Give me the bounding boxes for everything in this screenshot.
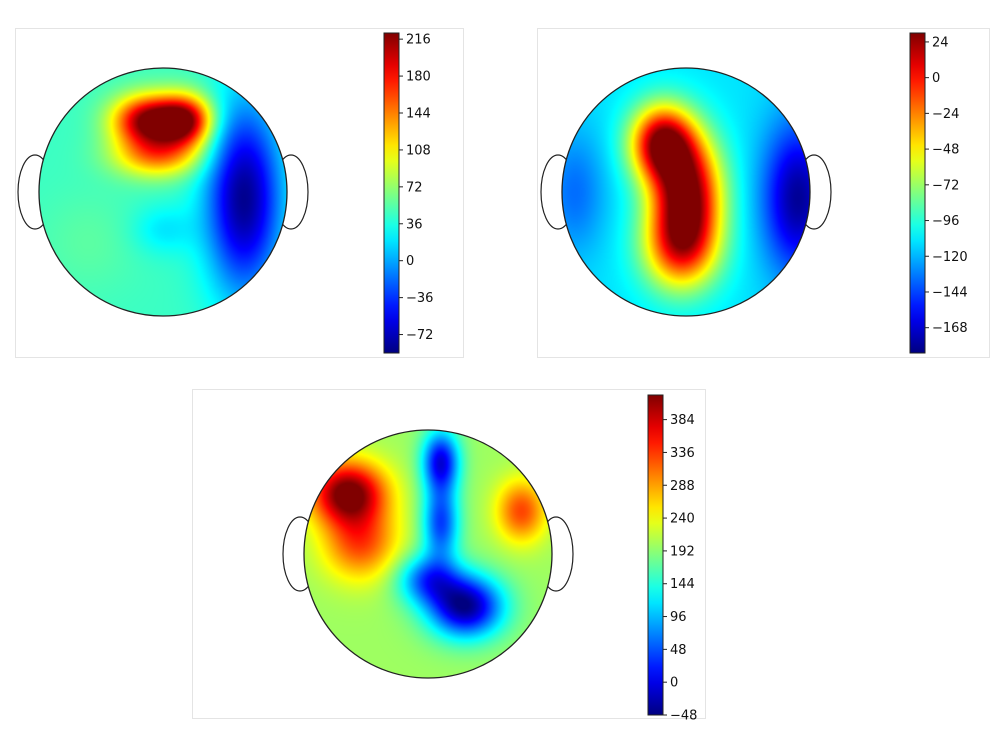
head-outline [38, 67, 288, 317]
colorbar-tick-label: −48 [670, 709, 697, 724]
colorbar [383, 32, 400, 354]
colorbar-tick-label: 24 [932, 35, 949, 50]
scalp-heatmap [39, 68, 287, 316]
colorbar-tick-label: 0 [670, 676, 678, 691]
scalp-heatmap [562, 68, 810, 316]
colorbar-tick-label: −72 [406, 328, 433, 343]
colorbar-tick-label: −96 [932, 214, 959, 229]
colorbar-tick-label: −24 [932, 107, 959, 122]
colorbar-tick-label: 36 [406, 217, 423, 232]
head-outline [303, 429, 553, 679]
colorbar-tick-label: 108 [406, 143, 431, 158]
topomap-panel-2: 24 0 −24 −48 −72 −96 −120 −144 −168 [537, 28, 990, 358]
colorbar-tick-label: −72 [932, 178, 959, 193]
colorbar-tick-label: 240 [670, 512, 695, 527]
head-outline [561, 67, 811, 317]
colorbar-tick-label: −48 [932, 143, 959, 158]
topomap-chart-2: 24 0 −24 −48 −72 −96 −120 −144 −168 [540, 32, 968, 354]
topomap-chart-1: 216 180 144 108 72 36 0 −36 −72 [17, 32, 433, 354]
colorbar-tick-label: 288 [670, 479, 695, 494]
topomap-chart-3: 384 336 288 240 192 144 96 48 0 −48 [282, 394, 697, 724]
colorbar-tick-label: −36 [406, 291, 433, 306]
colorbar-tick-label: 144 [670, 577, 695, 592]
colorbar-tick-label: 0 [406, 254, 414, 269]
colorbar [909, 32, 926, 354]
colorbar-tick-label: 180 [406, 70, 431, 85]
colorbar-tick-label: 192 [670, 544, 695, 559]
colorbar-tick-label: −168 [932, 321, 968, 336]
topomap-panel-3: 384 336 288 240 192 144 96 48 0 −48 [192, 389, 706, 724]
topomap-panel-1: 216 180 144 108 72 36 0 −36 −72 [15, 28, 464, 358]
colorbar-tick-label: 384 [670, 413, 695, 428]
colorbar-tick-label: −144 [932, 285, 968, 300]
colorbar-tick-label: 48 [670, 643, 687, 658]
colorbar-tick-label: 144 [406, 107, 431, 122]
colorbar-tick-label: 96 [670, 610, 687, 625]
colorbar [647, 394, 664, 716]
colorbar-tick-label: 216 [406, 33, 431, 48]
colorbar-tick-label: −120 [932, 250, 968, 265]
colorbar-tick-label: 72 [406, 180, 423, 195]
colorbar-tick-label: 0 [932, 71, 940, 86]
scalp-heatmap [304, 430, 552, 678]
colorbar-tick-label: 336 [670, 446, 695, 461]
